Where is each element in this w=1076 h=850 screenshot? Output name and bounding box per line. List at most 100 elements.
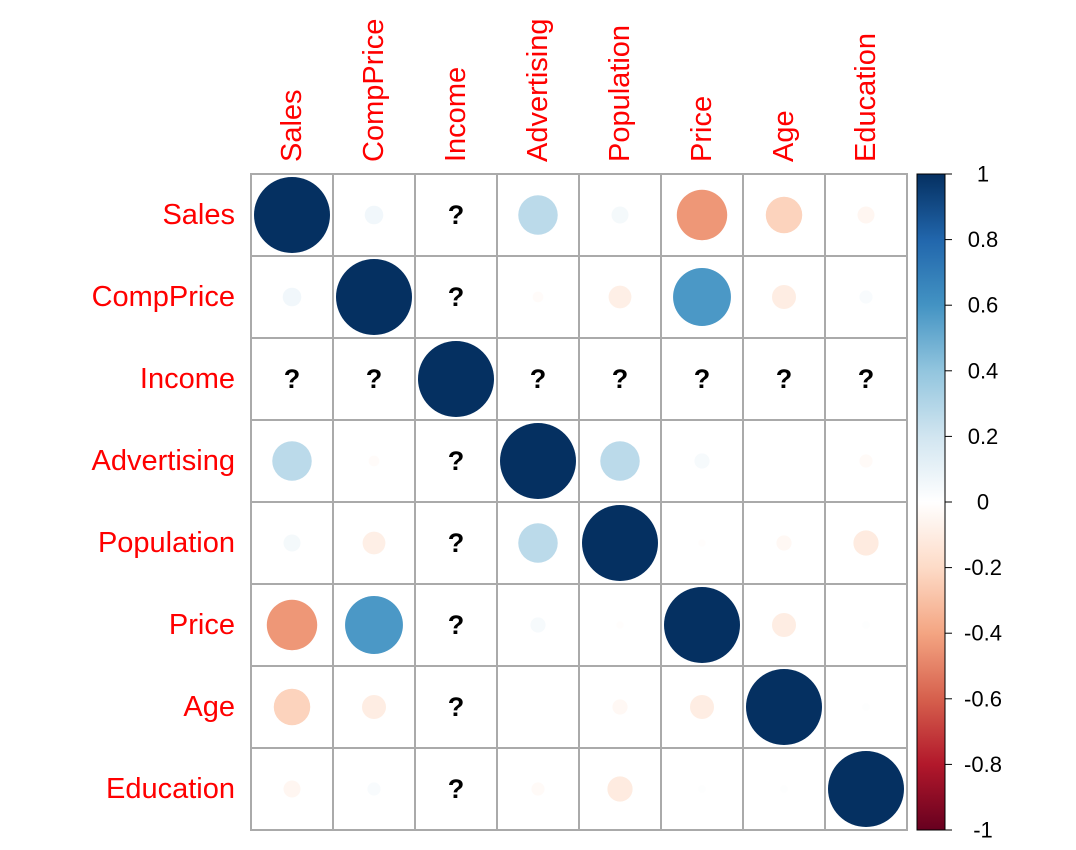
- corr-circle-education-education: [828, 751, 904, 827]
- column-label-price: Price: [686, 96, 718, 162]
- cell-income-age: [742, 337, 826, 421]
- corr-circle-advertising-price: [694, 453, 710, 469]
- corr-circle-price-advertising: [530, 617, 546, 633]
- corr-circle-education-compprice: [367, 782, 381, 796]
- corr-circle-population-age: [776, 535, 792, 551]
- corr-circle-advertising-education: [859, 454, 873, 468]
- corr-circle-population-compprice: [362, 531, 386, 555]
- corr-circle-advertising-sales: [272, 441, 312, 481]
- color-legend-tick-label: 0.2: [968, 424, 999, 449]
- color-legend-tick-label: 0.4: [968, 358, 999, 383]
- missing-marker-population-income: ?: [448, 528, 465, 558]
- corr-circle-age-compprice: [361, 694, 387, 720]
- corr-circle-age-age: [746, 669, 822, 745]
- column-label-education: Education: [850, 33, 882, 162]
- corr-circle-price-population: [616, 621, 624, 629]
- corr-circle-compprice-education: [859, 290, 873, 304]
- corr-circle-price-age: [771, 612, 797, 638]
- cell-age-income: [414, 665, 498, 749]
- row-label-education: Education: [106, 773, 235, 805]
- corr-circle-sales-sales: [254, 177, 330, 253]
- missing-marker-education-income: ?: [448, 774, 465, 804]
- color-legend-tick-label: -0.4: [964, 621, 1002, 646]
- corr-circle-age-price: [689, 694, 715, 720]
- corr-circle-compprice-sales: [282, 287, 302, 307]
- missing-marker-income-compprice: ?: [366, 364, 383, 394]
- cell-income-price: [660, 337, 744, 421]
- missing-marker-advertising-income: ?: [448, 446, 465, 476]
- corr-circle-sales-age: [765, 196, 803, 234]
- corr-circle-price-sales: [266, 599, 318, 651]
- color-legend: 1 0.8 0.6 0.4 0.2 0 -0.2 -0.4 -0.6 -0.8 -1: [916, 162, 1002, 843]
- corr-circle-education-age: [780, 785, 788, 793]
- corr-circle-education-sales: [283, 780, 301, 798]
- column-label-age: Age: [768, 110, 800, 162]
- color-legend-tick-label: 0: [977, 490, 989, 515]
- cell-income-education: [824, 337, 908, 421]
- corr-circle-population-advertising: [518, 523, 558, 563]
- corr-circle-age-education: [862, 703, 870, 711]
- corr-circle-education-price: [698, 785, 706, 793]
- column-label-sales: Sales: [276, 89, 308, 162]
- cell-income-sales: [250, 337, 334, 421]
- missing-marker-income-age: ?: [776, 364, 793, 394]
- column-label-population: Population: [604, 25, 636, 162]
- color-legend-tick-label: -1: [973, 818, 993, 843]
- corr-circle-population-population: [582, 505, 658, 581]
- missing-marker-income-population: ?: [612, 364, 629, 394]
- corr-circle-age-population: [612, 699, 628, 715]
- corr-circle-price-education: [862, 621, 870, 629]
- cell-advertising-income: [414, 419, 498, 503]
- column-label-compprice: CompPrice: [358, 19, 390, 162]
- corr-circle-sales-price: [676, 189, 728, 241]
- cell-income-population: [578, 337, 662, 421]
- corr-circle-compprice-age: [771, 284, 797, 310]
- column-label-advertising: Advertising: [522, 19, 554, 162]
- corr-circle-sales-education: [857, 206, 875, 224]
- color-legend-tick-label: -0.6: [964, 686, 1002, 711]
- missing-marker-compprice-income: ?: [448, 282, 465, 312]
- cell-sales-education: [824, 173, 908, 257]
- corr-circle-income-income: [418, 341, 494, 417]
- missing-marker-income-education: ?: [858, 364, 875, 394]
- correlation-marks: ??????????????: [254, 177, 904, 827]
- color-legend-tick-label: 1: [977, 162, 989, 187]
- row-labels: Sales CompPrice Income Advertising Populatio…: [92, 199, 235, 805]
- corr-circle-sales-advertising: [518, 195, 558, 235]
- color-legend-bar: [916, 173, 946, 831]
- corr-circle-advertising-compprice: [368, 455, 380, 467]
- row-label-price: Price: [169, 609, 235, 641]
- row-label-income: Income: [140, 363, 235, 395]
- corr-circle-education-population: [607, 776, 633, 802]
- corr-circle-sales-compprice: [364, 205, 384, 225]
- cell-income-advertising: [496, 337, 580, 421]
- corr-circle-advertising-population: [600, 441, 640, 481]
- row-label-sales: Sales: [162, 199, 235, 231]
- corr-circle-advertising-advertising: [500, 423, 576, 499]
- corr-circle-age-sales: [273, 688, 311, 726]
- color-legend-tick-label: 0.6: [968, 293, 999, 318]
- missing-marker-income-sales: ?: [284, 364, 301, 394]
- missing-marker-income-price: ?: [694, 364, 711, 394]
- cell-price-income: [414, 583, 498, 667]
- corr-circle-price-compprice: [345, 596, 403, 654]
- cell-age-advertising: [496, 665, 580, 749]
- color-legend-tick-label: -0.2: [964, 555, 1002, 580]
- corr-circle-population-sales: [283, 534, 301, 552]
- missing-marker-price-income: ?: [448, 610, 465, 640]
- row-label-compprice: CompPrice: [92, 281, 235, 313]
- corr-circle-sales-population: [611, 206, 629, 224]
- color-legend-tick-label: 0.8: [968, 227, 999, 252]
- corr-circle-population-education: [853, 530, 879, 556]
- column-label-income: Income: [440, 67, 472, 162]
- cell-income-compprice: [332, 337, 416, 421]
- corr-circle-compprice-compprice: [336, 259, 412, 335]
- missing-marker-sales-income: ?: [448, 200, 465, 230]
- cell-education-income: [414, 747, 498, 831]
- corr-circle-education-advertising: [531, 782, 545, 796]
- row-label-population: Population: [98, 527, 235, 559]
- color-legend-tick-label: -0.8: [964, 752, 1002, 777]
- row-label-advertising: Advertising: [92, 445, 235, 477]
- corr-circle-compprice-population: [608, 285, 632, 309]
